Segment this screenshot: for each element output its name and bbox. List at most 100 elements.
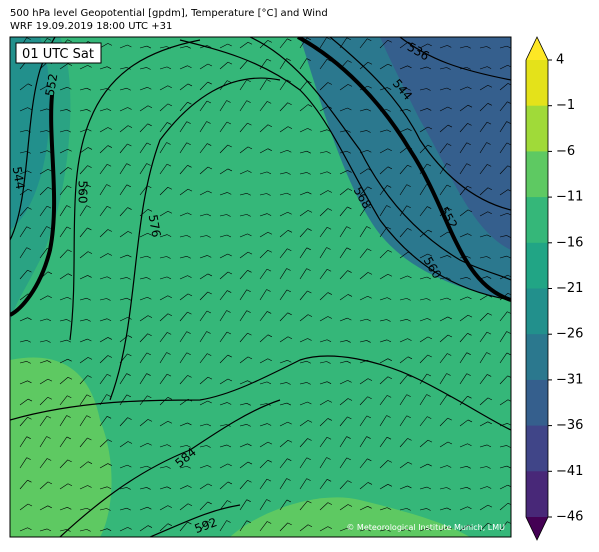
barb (199, 445, 211, 448)
barb (179, 422, 192, 427)
contour-label: 552 (43, 72, 61, 97)
barb (199, 353, 212, 364)
barb (439, 526, 452, 532)
barb (179, 101, 192, 112)
barb (179, 398, 193, 406)
barb (99, 528, 112, 532)
barb (19, 527, 32, 532)
barb (259, 423, 272, 427)
barb (399, 318, 411, 322)
colorbar-bin (526, 471, 548, 518)
barb (159, 85, 172, 91)
barb (419, 336, 433, 343)
field (10, 357, 112, 537)
barb (339, 380, 352, 385)
barb (319, 526, 332, 532)
barb (299, 478, 311, 490)
barb (119, 394, 131, 406)
barb (299, 500, 312, 511)
barb (499, 352, 511, 364)
barb (359, 415, 371, 427)
barb (279, 382, 291, 385)
barb (299, 58, 311, 70)
barb (299, 360, 311, 364)
barb (119, 254, 132, 259)
barb (259, 58, 272, 70)
barb (179, 375, 192, 385)
barb (139, 395, 152, 406)
title: 500 hPa level Geopotential [gpdm], Tempe… (10, 8, 328, 19)
barb (459, 123, 472, 133)
barb (499, 165, 511, 175)
barb (479, 486, 492, 490)
barb (419, 508, 431, 511)
barb (159, 256, 171, 259)
colorbar-bin (526, 60, 548, 107)
barb (199, 331, 211, 343)
barb (219, 481, 233, 490)
barb (179, 331, 191, 343)
barb (279, 230, 293, 238)
colorbar-bin (526, 379, 548, 427)
barb (439, 143, 452, 154)
barb (159, 66, 172, 70)
barb (19, 317, 32, 322)
barb (399, 508, 411, 511)
barb (39, 150, 52, 154)
barb (19, 340, 31, 343)
field (230, 497, 470, 537)
copyright: © Meteorological Institute Munich, LMU (346, 523, 505, 532)
barb (99, 164, 112, 175)
barb (259, 249, 272, 259)
barb (259, 124, 273, 133)
barb (159, 332, 172, 343)
barb (99, 416, 112, 427)
barb (59, 129, 71, 133)
barb (59, 296, 72, 301)
barb (479, 352, 491, 364)
colorbar-bin (526, 425, 548, 472)
barb (199, 100, 212, 112)
barb (239, 100, 251, 112)
barb (479, 121, 492, 133)
barb (259, 311, 272, 322)
barb (359, 506, 372, 511)
barb (259, 40, 272, 49)
barb (299, 128, 312, 133)
barb (259, 101, 272, 112)
barb (139, 373, 151, 385)
barb (299, 290, 312, 301)
barb (499, 484, 511, 490)
barb (79, 184, 91, 196)
barb (179, 83, 193, 91)
barb (259, 358, 272, 364)
barb (379, 395, 392, 406)
barb (39, 340, 51, 343)
colorbar-tick-label: −6 (556, 144, 575, 159)
barb (439, 487, 451, 490)
barb (299, 524, 313, 532)
barb (439, 316, 452, 322)
barb (359, 396, 372, 406)
barb (19, 207, 32, 217)
barb (479, 421, 492, 427)
barb (179, 352, 191, 364)
barb (299, 420, 313, 427)
barb (159, 466, 171, 469)
barb (399, 184, 411, 196)
barb (359, 295, 372, 301)
barb (499, 255, 511, 259)
barb (79, 205, 91, 217)
barb (439, 207, 452, 217)
barb (479, 103, 492, 112)
barb (459, 466, 471, 469)
barb (339, 247, 351, 259)
barb (59, 358, 72, 364)
barb (119, 125, 133, 133)
barb (219, 80, 232, 91)
barb (419, 206, 432, 217)
barb (159, 122, 172, 133)
barb (199, 483, 213, 490)
barb (119, 107, 132, 112)
colorbar-tick-label: −16 (556, 235, 583, 250)
